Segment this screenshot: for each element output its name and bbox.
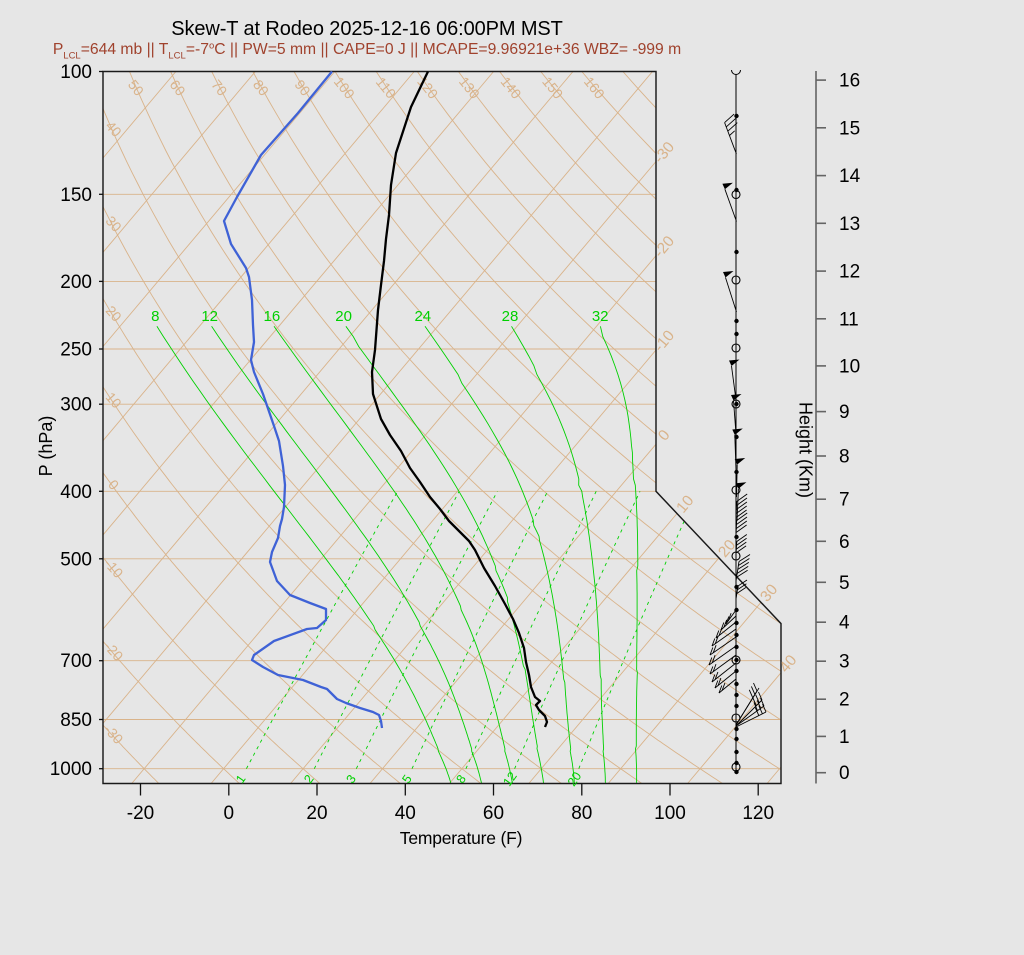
- svg-text:12: 12: [201, 308, 218, 325]
- svg-text:100: 100: [60, 62, 92, 83]
- svg-text:5: 5: [839, 573, 850, 594]
- svg-text:24: 24: [414, 308, 431, 325]
- svg-text:3: 3: [839, 652, 850, 673]
- svg-text:500: 500: [60, 549, 92, 570]
- svg-text:300: 300: [60, 395, 92, 416]
- svg-text:100: 100: [654, 803, 686, 824]
- svg-text:6: 6: [839, 532, 850, 553]
- svg-text:8: 8: [839, 447, 850, 468]
- svg-text:16: 16: [839, 71, 860, 92]
- svg-text:32: 32: [592, 308, 609, 325]
- svg-text:Temperature (F): Temperature (F): [400, 828, 522, 848]
- svg-text:20: 20: [565, 769, 584, 788]
- svg-text:9: 9: [839, 402, 850, 423]
- svg-text:0: 0: [839, 763, 850, 784]
- svg-text:150: 150: [60, 185, 92, 206]
- svg-text:1000: 1000: [50, 759, 92, 780]
- svg-text:80: 80: [571, 803, 592, 824]
- svg-text:-20: -20: [127, 803, 154, 824]
- svg-text:2: 2: [839, 690, 850, 711]
- svg-text:13: 13: [839, 214, 860, 235]
- svg-text:400: 400: [60, 482, 92, 503]
- svg-text:0: 0: [224, 803, 235, 824]
- svg-text:20: 20: [306, 803, 327, 824]
- svg-text:Height (Km): Height (Km): [796, 402, 816, 498]
- svg-text:60: 60: [483, 803, 504, 824]
- svg-text:16: 16: [264, 308, 281, 325]
- svg-text:11: 11: [839, 309, 859, 330]
- svg-text:14: 14: [839, 166, 861, 187]
- svg-text:7: 7: [839, 490, 850, 511]
- svg-text:P (hPa): P (hPa): [36, 416, 56, 477]
- svg-text:15: 15: [839, 118, 860, 139]
- svg-text:200: 200: [60, 272, 92, 293]
- svg-text:12: 12: [500, 769, 519, 788]
- svg-text:8: 8: [151, 308, 159, 325]
- svg-text:12: 12: [839, 262, 860, 283]
- svg-text:Skew-T at Rodeo 2025-12-16 06:: Skew-T at Rodeo 2025-12-16 06:00PM MST: [171, 18, 563, 40]
- svg-text:700: 700: [60, 651, 92, 672]
- svg-text:850: 850: [60, 710, 92, 731]
- svg-text:10: 10: [839, 356, 860, 377]
- svg-text:4: 4: [839, 613, 850, 634]
- svg-text:250: 250: [60, 340, 92, 361]
- svg-text:20: 20: [335, 308, 352, 325]
- svg-text:28: 28: [502, 308, 519, 325]
- svg-text:120: 120: [742, 803, 774, 824]
- svg-text:1: 1: [839, 727, 850, 748]
- svg-text:40: 40: [395, 803, 416, 824]
- svg-text:PLCL=644 mb || TLCL=-7oC || PW: PLCL=644 mb || TLCL=-7oC || PW=5 mm || C…: [53, 41, 681, 62]
